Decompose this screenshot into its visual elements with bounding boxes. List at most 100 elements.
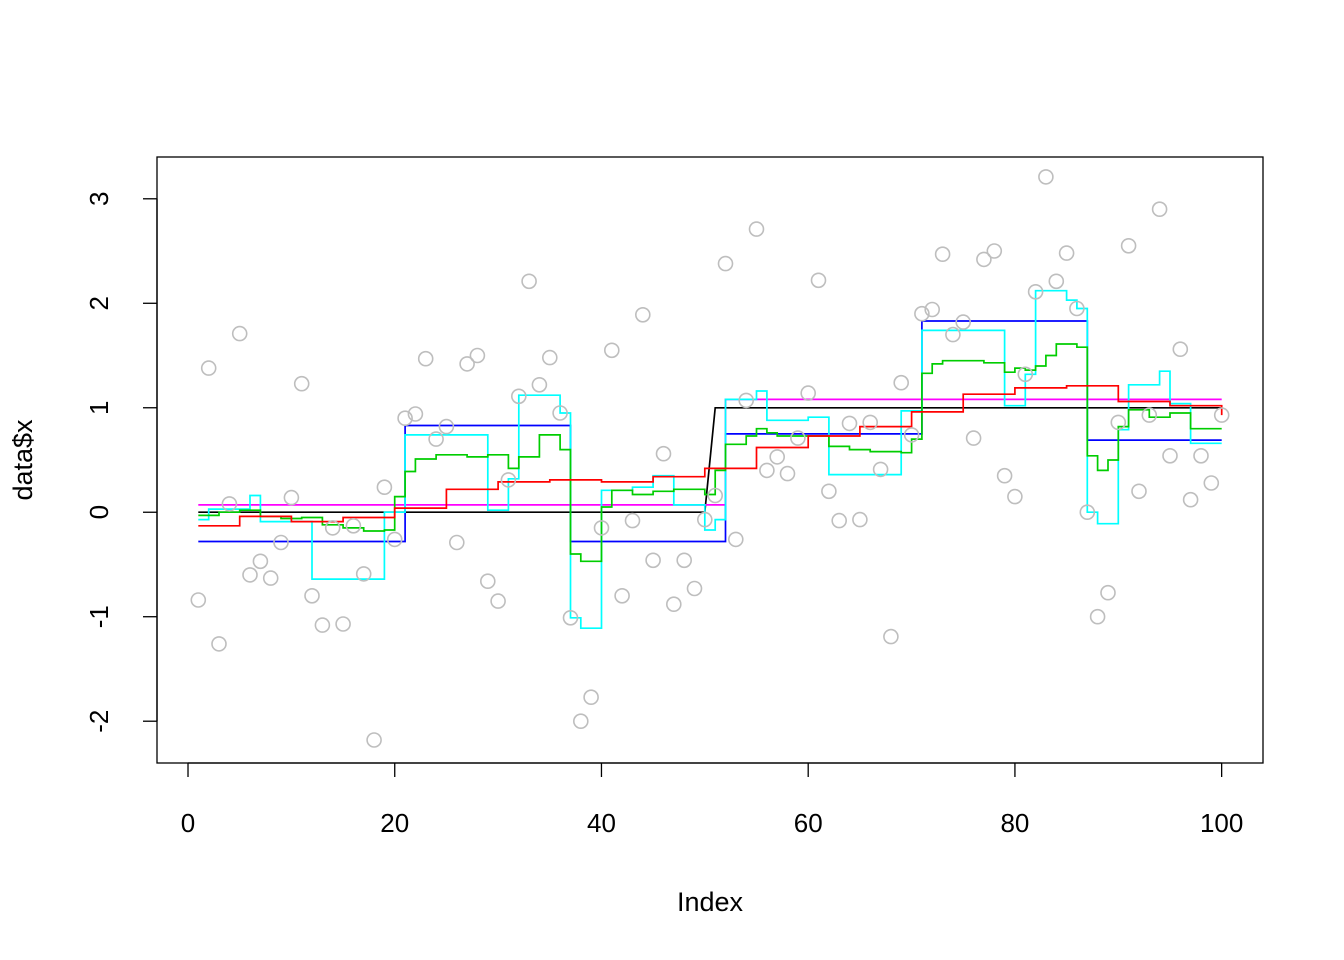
series-layer	[198, 289, 1223, 630]
series-line-0	[198, 406, 1222, 514]
data-point	[769, 449, 786, 465]
data-point	[293, 375, 310, 392]
data-point	[376, 479, 393, 496]
data-point	[955, 314, 972, 330]
data-point	[790, 430, 806, 446]
data-point	[459, 356, 475, 372]
y-tick-label: -2	[84, 710, 114, 733]
data-point	[727, 531, 744, 548]
data-point	[242, 567, 258, 583]
data-point	[521, 273, 537, 290]
data-point	[593, 520, 610, 536]
data-point	[717, 255, 734, 272]
data-point	[1120, 238, 1137, 254]
data-point	[407, 406, 424, 422]
data-point	[262, 570, 279, 586]
data-point	[779, 465, 796, 482]
y-tick-label: 0	[84, 505, 114, 519]
data-point	[914, 305, 930, 322]
data-point	[624, 512, 641, 529]
data-point	[448, 534, 465, 551]
data-point	[1058, 245, 1075, 261]
y-tick-label: 2	[84, 296, 114, 310]
data-point	[903, 427, 920, 443]
data-point	[676, 552, 693, 569]
data-point	[314, 617, 331, 633]
data-point	[1027, 283, 1044, 300]
data-point	[1182, 491, 1199, 508]
data-point	[562, 609, 579, 626]
data-point	[986, 243, 1003, 259]
x-tick-label: 100	[1200, 808, 1243, 838]
x-tick-label: 80	[1000, 808, 1029, 838]
data-point	[810, 272, 827, 289]
data-point	[335, 616, 351, 632]
data-point	[996, 467, 1013, 484]
x-axis-label: Index	[677, 887, 744, 917]
data-point	[883, 628, 899, 645]
data-point	[707, 487, 724, 504]
data-point	[200, 360, 217, 376]
x-tick-label: 20	[380, 808, 409, 838]
data-point	[366, 732, 382, 748]
data-point	[1100, 584, 1116, 601]
data-point	[1048, 273, 1065, 290]
data-point	[748, 221, 765, 237]
data-point	[1213, 407, 1230, 423]
x-tick-label: 40	[587, 808, 616, 838]
data-point	[428, 431, 444, 447]
data-point	[1069, 300, 1085, 317]
data-point	[645, 552, 661, 569]
data-point	[852, 511, 868, 528]
data-point	[862, 414, 879, 431]
data-point	[221, 496, 238, 512]
data-point	[417, 350, 434, 367]
data-point	[500, 472, 517, 488]
data-point	[231, 325, 248, 342]
data-point	[821, 483, 837, 500]
data-point	[1110, 414, 1127, 431]
data-point	[924, 301, 941, 318]
data-point	[1193, 447, 1209, 464]
data-point	[1131, 483, 1147, 500]
points-layer	[190, 169, 1230, 748]
data-point	[1017, 366, 1034, 383]
data-point	[469, 347, 486, 364]
data-point	[800, 385, 817, 401]
data-point	[1007, 488, 1023, 505]
data-point	[934, 246, 951, 262]
data-point	[738, 392, 755, 409]
data-point	[1172, 341, 1189, 358]
y-tick-label: 3	[84, 192, 114, 206]
data-point	[190, 592, 207, 608]
data-point	[211, 636, 227, 652]
data-point	[696, 511, 713, 528]
data-point	[552, 405, 568, 421]
data-point	[531, 376, 548, 393]
data-point	[438, 418, 455, 435]
data-point	[893, 374, 910, 391]
data-point	[686, 580, 703, 597]
data-point	[965, 430, 982, 446]
y-axis-label: data$x	[8, 419, 38, 501]
y-tick-label: 1	[84, 401, 114, 415]
series-line-4	[198, 343, 1222, 563]
data-point	[1079, 504, 1096, 521]
x-axis: 0 20 40 60 80 100	[181, 762, 1243, 838]
data-point	[252, 553, 269, 570]
data-point	[386, 531, 403, 548]
data-point	[1203, 475, 1220, 491]
data-point	[945, 326, 961, 343]
data-point	[397, 410, 413, 427]
data-point	[603, 342, 620, 359]
data-point	[355, 566, 372, 582]
data-point	[273, 534, 289, 551]
data-point	[759, 462, 775, 479]
data-point	[324, 520, 341, 536]
data-point	[510, 388, 527, 405]
y-tick-label: -1	[84, 605, 114, 628]
data-point	[976, 251, 992, 268]
data-point	[541, 349, 558, 366]
data-point	[1162, 447, 1178, 464]
